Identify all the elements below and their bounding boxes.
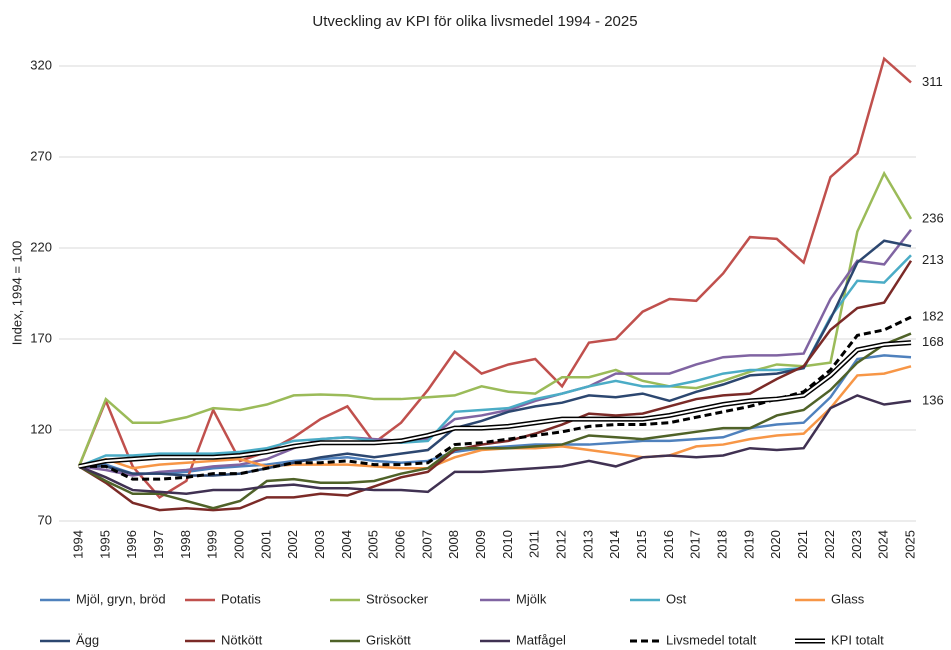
x-tick-label: 2013 (580, 530, 595, 559)
x-tick-label: 2014 (607, 530, 622, 559)
legend-label: Potatis (221, 591, 261, 606)
legend-label: Nötkött (221, 632, 263, 647)
y-axis-label: Index, 1994 = 100 (9, 241, 24, 345)
series-line (79, 239, 912, 477)
x-tick-label: 2012 (554, 530, 569, 559)
x-tick-label: 1996 (124, 530, 139, 559)
x-tick-label: 1995 (97, 530, 112, 559)
legend-label: Strösocker (366, 591, 429, 606)
x-tick-label: 2002 (285, 530, 300, 559)
end-label: 236 (922, 210, 944, 225)
x-tick-label: 2010 (500, 530, 515, 559)
legend-label: Mjölk (516, 591, 547, 606)
y-tick-label: 220 (30, 239, 52, 254)
end-label: 168 (922, 334, 944, 349)
x-tick-label: 1994 (70, 530, 85, 559)
legend-label: Glass (831, 591, 865, 606)
x-tick-label: 2003 (312, 530, 327, 559)
x-tick-label: 2021 (795, 530, 810, 559)
y-tick-label: 170 (30, 330, 52, 345)
chart-title: Utveckling av KPI för olika livsmedel 19… (312, 13, 637, 30)
legend-label: Livsmedel totalt (666, 632, 757, 647)
series-line (78, 254, 912, 468)
x-tick-label: 2019 (741, 530, 756, 559)
x-tick-label: 2007 (419, 530, 434, 559)
x-tick-label: 2024 (876, 530, 891, 559)
x-tick-label: 2006 (393, 530, 408, 559)
x-tick-label: 2022 (822, 530, 837, 559)
x-tick-label: 2018 (715, 530, 730, 559)
legend-label: Ägg (76, 632, 99, 647)
legend-label: KPI totalt (831, 632, 884, 647)
legend-label: Griskött (366, 632, 411, 647)
x-tick-label: 2009 (473, 530, 488, 559)
y-tick-label: 320 (30, 57, 52, 72)
end-label: 136 (922, 392, 944, 407)
x-tick-label: 2008 (446, 530, 461, 559)
series-line-inner (78, 341, 912, 468)
legend-label: Ost (666, 591, 687, 606)
x-tick-label: 2004 (339, 530, 354, 559)
series-line (78, 229, 912, 477)
series-line (78, 332, 912, 510)
legend-label: Mjöl, gryn, bröd (76, 591, 166, 606)
end-label: 182 (922, 309, 944, 324)
x-tick-label: 1997 (151, 530, 166, 559)
x-tick-label: 2016 (661, 530, 676, 559)
x-tick-label: 2020 (768, 530, 783, 559)
x-tick-label: 2005 (366, 530, 381, 559)
x-tick-label: 2011 (527, 530, 542, 558)
x-tick-label: 1999 (205, 530, 220, 559)
y-tick-label: 270 (30, 148, 52, 163)
series-line (77, 56, 912, 499)
x-tick-label: 2025 (902, 530, 917, 559)
end-label: 311 (922, 74, 943, 89)
x-tick-label: 1998 (178, 530, 193, 559)
x-tick-label: 2000 (231, 530, 246, 559)
x-tick-label: 2023 (849, 530, 864, 559)
x-tick-label: 2017 (688, 530, 703, 559)
x-tick-label: 2001 (258, 530, 273, 559)
end-label: 213 (922, 252, 944, 267)
series-line (78, 260, 913, 512)
series-line (78, 394, 912, 495)
legend-label: Matfågel (516, 632, 566, 647)
y-tick-label: 70 (38, 512, 52, 527)
x-tick-label: 2015 (634, 530, 649, 559)
series-line (77, 170, 913, 467)
y-tick-label: 120 (30, 421, 52, 436)
